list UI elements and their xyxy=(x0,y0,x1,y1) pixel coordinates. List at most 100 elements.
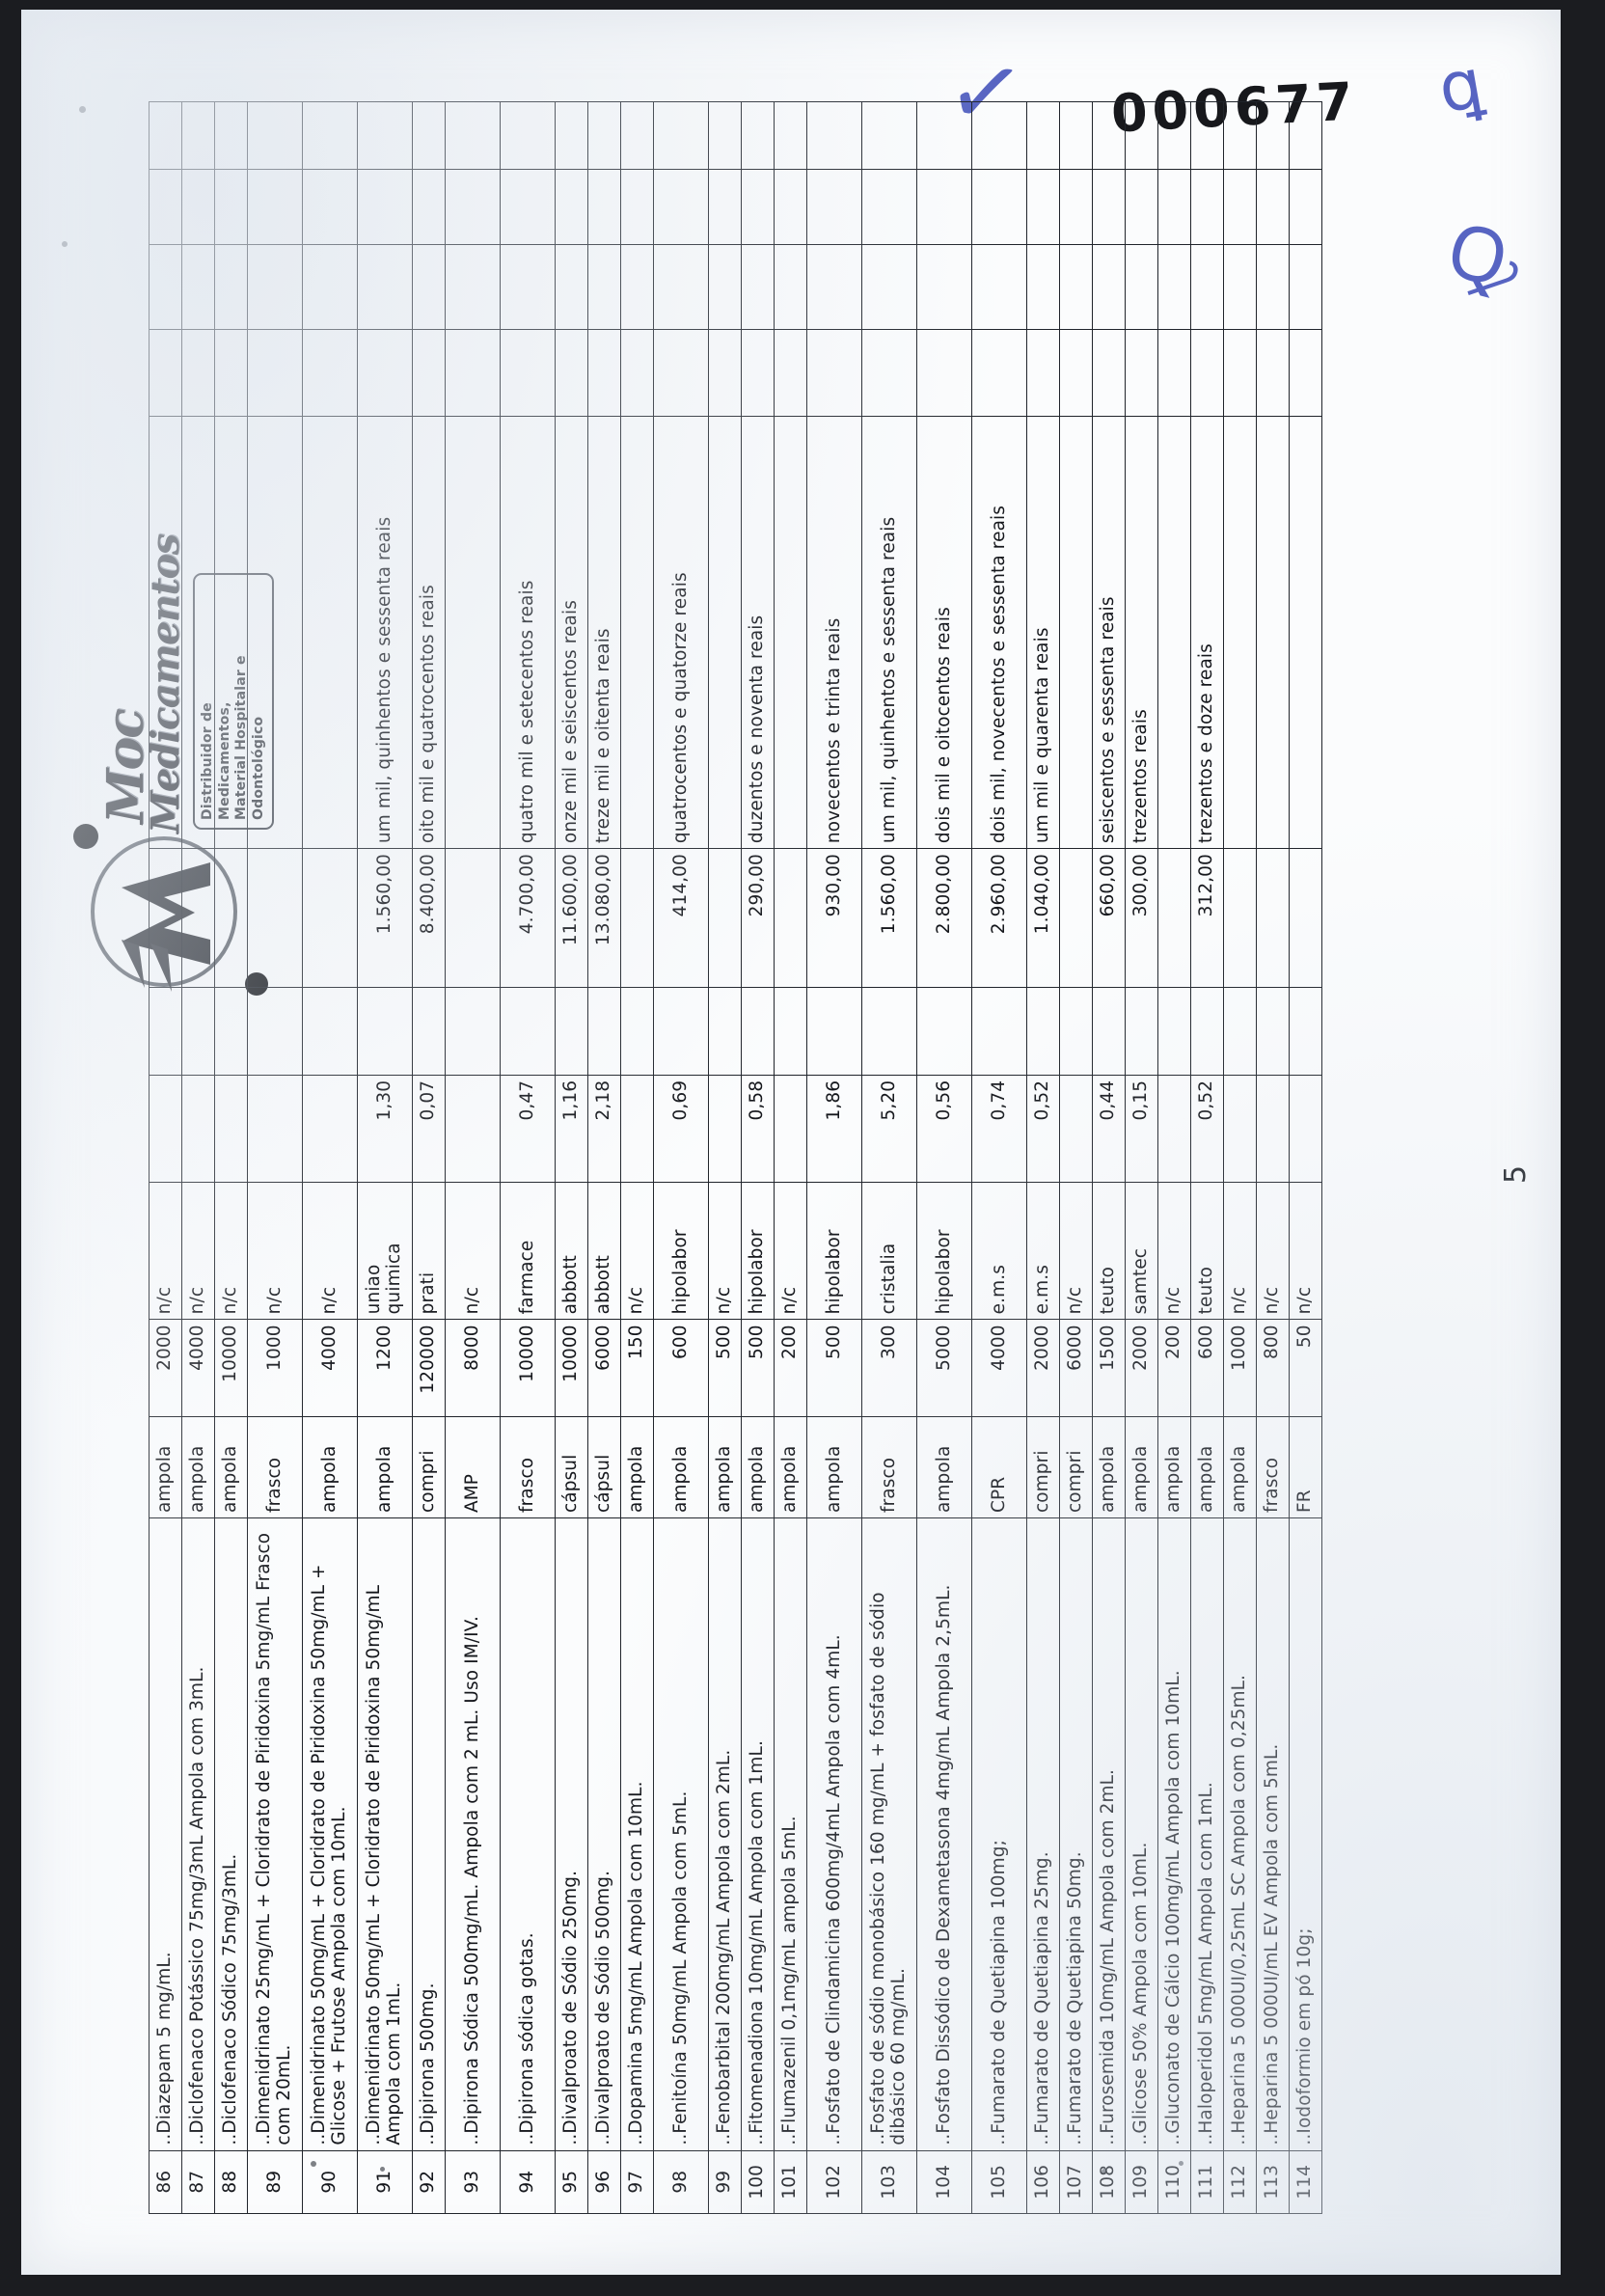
blank-cell xyxy=(445,329,501,417)
blank-cell xyxy=(1092,101,1126,170)
table-row: 95 ..Divalproato de Sódio 250mg. cápsul 100… xyxy=(555,101,588,2214)
quantity-cell: 150 xyxy=(620,1319,654,1417)
brand-cell: n/c xyxy=(1256,1182,1290,1320)
quantity-cell: 800 xyxy=(1256,1319,1290,1417)
unit-cell: ampola xyxy=(1125,1416,1158,1518)
unit-price-cell xyxy=(445,1075,501,1183)
blank-cell xyxy=(1223,101,1257,170)
unit-price-cell xyxy=(1157,1075,1191,1183)
brand-cell: hipolabor xyxy=(653,1182,709,1320)
item-number-cell: 104 xyxy=(916,2150,972,2214)
item-description-cell: ..Fumarato de Quetiapina 50mg. xyxy=(1059,1517,1093,2151)
item-description-cell: ..Fosfato de sódio monobásico 160 mg/mL … xyxy=(861,1517,917,2151)
total-price-cell xyxy=(1059,848,1093,988)
brand-cell: n/c xyxy=(247,1182,303,1320)
blank-cell xyxy=(774,101,807,170)
brand-cell: hipolabor xyxy=(806,1182,862,1320)
item-description-cell: ..Furosemida 10mg/mL Ampola com 2mL. xyxy=(1092,1517,1126,2151)
item-description-cell: ..Glicose 50% Ampola com 10mL. xyxy=(1125,1517,1158,2151)
blank-cell xyxy=(1190,244,1224,330)
total-price-cell xyxy=(214,848,248,988)
table-row: 86 ..Diazepam 5 mg/mL. ampola 2000 n/c xyxy=(149,101,182,2214)
item-number-cell: 96 xyxy=(587,2150,621,2214)
unit-price-cell xyxy=(1059,1075,1093,1183)
blank-cell xyxy=(741,244,775,330)
unit-price-cell: 0,56 xyxy=(916,1075,972,1183)
amount-in-words-cell: trezentos e doze reais xyxy=(1190,416,1224,849)
brand-cell: teuto xyxy=(1092,1182,1126,1320)
blank-cell xyxy=(653,329,709,417)
unit-cell: FR xyxy=(1289,1416,1322,1518)
unit-cell: frasco xyxy=(247,1416,303,1518)
unit-cell: ampola xyxy=(1092,1416,1126,1518)
quantity-cell: 120000 xyxy=(412,1319,446,1417)
blank-cell xyxy=(741,329,775,417)
table-row: 96 ..Divalproato de Sódio 500mg. cápsul 600… xyxy=(587,101,621,2214)
brand-cell: n/c xyxy=(302,1182,358,1320)
brand-cell: n/c xyxy=(1289,1182,1322,1320)
brand-cell: n/c xyxy=(1059,1182,1093,1320)
blank-cell xyxy=(1190,329,1224,417)
unit-cell: AMP xyxy=(445,1416,501,1518)
total-price-cell xyxy=(708,848,742,988)
table-row: 99 ..Fenobarbital 200mg/mL Ampola com 2mL… xyxy=(708,101,742,2214)
blank-cell xyxy=(500,329,556,417)
unit-price-cell: 5,20 xyxy=(861,1075,917,1183)
unit-cell: ampola xyxy=(741,1416,775,1518)
blank-cell xyxy=(214,101,248,170)
table-row: 93 ..Dipirona Sódica 500mg/mL. Ampola com… xyxy=(445,101,501,2214)
blank-cell xyxy=(741,169,775,245)
quantity-cell: 2000 xyxy=(1125,1319,1158,1417)
blank-cell xyxy=(620,987,654,1076)
item-description-cell: ..Dipirona sódica gotas. xyxy=(500,1517,556,2151)
blank-cell xyxy=(412,169,446,245)
unit-cell: ampola xyxy=(214,1416,248,1518)
quantity-cell: 5000 xyxy=(916,1319,972,1417)
blank-cell xyxy=(412,244,446,330)
blank-cell xyxy=(149,329,182,417)
blank-cell xyxy=(1026,169,1060,245)
brand-cell: abbott xyxy=(587,1182,621,1320)
item-description-cell: ..Dimenidrinato 50mg/mL + Cloridrato de … xyxy=(357,1517,413,2151)
brand-cell: n/c xyxy=(181,1182,215,1320)
blank-cell xyxy=(587,101,621,170)
unit-cell: compri xyxy=(1026,1416,1060,1518)
blank-cell xyxy=(708,169,742,245)
blank-cell xyxy=(1157,987,1191,1076)
blank-cell xyxy=(1256,987,1290,1076)
table-row: 100 ..Fitomenadiona 10mg/mL Ampola com 1m… xyxy=(741,101,775,2214)
item-number-cell: 105 xyxy=(971,2150,1027,2214)
blank-cell xyxy=(1059,169,1093,245)
quantity-cell: 2000 xyxy=(1026,1319,1060,1417)
blank-cell xyxy=(1223,244,1257,330)
blank-cell xyxy=(653,244,709,330)
unit-price-cell xyxy=(149,1075,182,1183)
unit-cell: ampola xyxy=(774,1416,807,1518)
amount-in-words-cell: um mil, quinhentos e sessenta reais xyxy=(861,416,917,849)
blank-cell xyxy=(555,169,588,245)
quantity-cell: 4000 xyxy=(181,1319,215,1417)
blank-cell xyxy=(587,244,621,330)
blank-cell xyxy=(1256,244,1290,330)
amount-in-words-cell: treze mil e oitenta reais xyxy=(587,416,621,849)
item-description-cell: ..Flumazenil 0,1mg/mL ampola 5mL. xyxy=(774,1517,807,2151)
blank-cell xyxy=(741,987,775,1076)
brand-cell: n/c xyxy=(1157,1182,1191,1320)
table-row: 105 ..Fumarato de Quetiapina 100mg; CPR 400… xyxy=(971,101,1027,2214)
table-row: 91 ..Dimenidrinato 50mg/mL + Cloridrato d… xyxy=(357,101,413,2214)
blank-cell xyxy=(214,987,248,1076)
item-number-cell: 114 xyxy=(1289,2150,1322,2214)
unit-price-cell xyxy=(1256,1075,1290,1183)
total-price-cell xyxy=(445,848,501,988)
item-description-cell: ..Fumarato de Quetiapina 100mg; xyxy=(971,1517,1027,2151)
blank-cell xyxy=(445,987,501,1076)
quantity-cell: 8000 xyxy=(445,1319,501,1417)
item-description-cell: ..Dipirona 500mg. xyxy=(412,1517,446,2151)
item-number-cell: 103 xyxy=(861,2150,917,2214)
unit-cell: ampola xyxy=(1190,1416,1224,1518)
item-description-cell: ..Fumarato de Quetiapina 25mg. xyxy=(1026,1517,1060,2151)
blank-cell xyxy=(247,244,303,330)
brand-cell: prati xyxy=(412,1182,446,1320)
blank-cell xyxy=(445,101,501,170)
unit-price-cell: 0,07 xyxy=(412,1075,446,1183)
